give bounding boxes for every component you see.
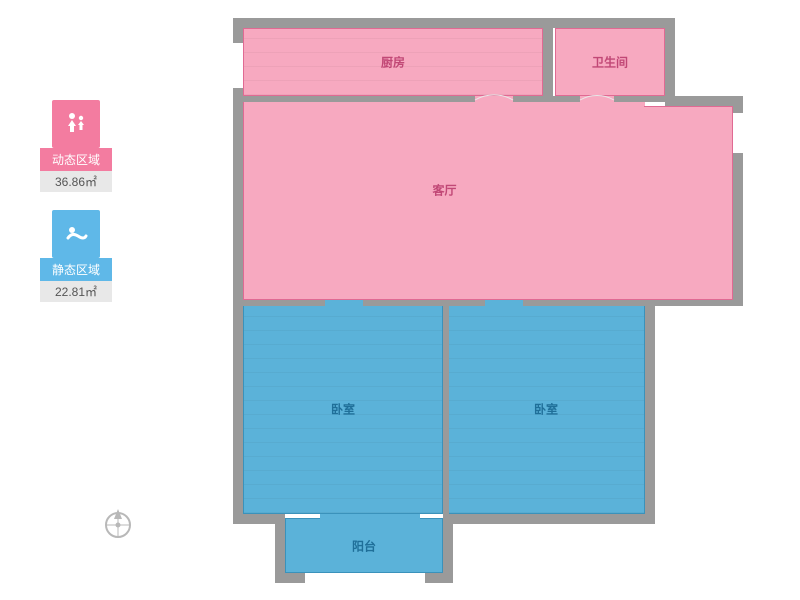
wall-outer [665, 18, 675, 100]
legend-static: 静态区域 22.81㎡ [40, 210, 112, 302]
room-bedroom-2: 卧室 [447, 304, 645, 514]
dynamic-zone-icon [52, 100, 100, 148]
legend-static-value: 22.81㎡ [40, 281, 112, 302]
door-bed2 [485, 300, 523, 306]
room-living-label: 客厅 [432, 182, 456, 199]
door-balcony [320, 514, 420, 524]
wall-outer [233, 18, 675, 28]
wall-inner [543, 28, 553, 96]
room-bedroom-1-label: 卧室 [331, 401, 355, 418]
door-entry [733, 113, 743, 153]
legend-panel: 动态区域 36.86㎡ 静态区域 22.81㎡ [40, 100, 112, 320]
legend-dynamic-label: 动态区域 [40, 148, 112, 171]
door-kitchen [475, 96, 513, 102]
floor-plan: 厨房 卫生间 客厅 卧室 卧室 阳台 [225, 18, 745, 583]
static-zone-icon [52, 210, 100, 258]
legend-static-label: 静态区域 [40, 258, 112, 281]
room-living-ext [644, 106, 733, 300]
wall-inner [443, 304, 449, 514]
room-bathroom: 卫生间 [555, 28, 665, 96]
room-kitchen-label: 厨房 [381, 54, 405, 71]
room-living: 客厅 [243, 100, 645, 300]
legend-dynamic: 动态区域 36.86㎡ [40, 100, 112, 192]
wall-outer [233, 18, 243, 524]
compass-icon [100, 505, 136, 541]
room-kitchen: 厨房 [243, 28, 543, 96]
wall-outer [665, 96, 743, 106]
room-balcony: 阳台 [285, 518, 443, 573]
wall-outer [443, 514, 655, 524]
room-bedroom-1: 卧室 [243, 304, 443, 514]
room-bathroom-label: 卫生间 [592, 54, 628, 71]
window-balcony [305, 573, 425, 583]
door-bed1 [325, 300, 363, 306]
window-left [233, 43, 243, 88]
wall-outer [645, 296, 655, 524]
room-bedroom-2-label: 卧室 [534, 401, 558, 418]
room-balcony-label: 阳台 [352, 537, 376, 554]
legend-dynamic-value: 36.86㎡ [40, 171, 112, 192]
door-bathroom [580, 96, 614, 102]
wall-outer [443, 514, 453, 579]
